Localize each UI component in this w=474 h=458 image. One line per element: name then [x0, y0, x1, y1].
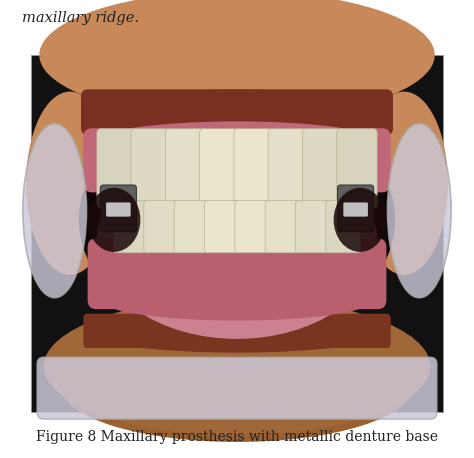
FancyBboxPatch shape	[235, 201, 270, 253]
Ellipse shape	[360, 92, 448, 275]
Ellipse shape	[88, 89, 386, 135]
FancyBboxPatch shape	[295, 201, 330, 253]
FancyBboxPatch shape	[97, 129, 137, 208]
FancyBboxPatch shape	[83, 128, 391, 192]
Ellipse shape	[88, 311, 386, 353]
FancyBboxPatch shape	[106, 202, 131, 217]
FancyBboxPatch shape	[83, 314, 391, 348]
FancyBboxPatch shape	[88, 238, 386, 309]
Ellipse shape	[88, 188, 140, 252]
Ellipse shape	[23, 124, 87, 298]
FancyBboxPatch shape	[81, 89, 393, 135]
FancyBboxPatch shape	[100, 185, 137, 232]
FancyBboxPatch shape	[174, 201, 209, 253]
Ellipse shape	[79, 101, 395, 339]
FancyBboxPatch shape	[114, 201, 148, 253]
FancyBboxPatch shape	[144, 201, 179, 253]
Ellipse shape	[96, 147, 378, 339]
FancyBboxPatch shape	[37, 357, 437, 419]
Ellipse shape	[94, 121, 380, 163]
Text: Figure 8 Maxillary prosthesis with metallic denture base: Figure 8 Maxillary prosthesis with metal…	[36, 430, 438, 444]
FancyBboxPatch shape	[268, 129, 309, 208]
FancyBboxPatch shape	[302, 129, 343, 208]
Ellipse shape	[44, 298, 430, 435]
Ellipse shape	[39, 0, 435, 119]
Ellipse shape	[101, 279, 373, 321]
FancyBboxPatch shape	[204, 201, 239, 253]
FancyBboxPatch shape	[200, 129, 240, 208]
Ellipse shape	[26, 92, 114, 275]
FancyBboxPatch shape	[265, 201, 300, 253]
Text: maxillary ridge.: maxillary ridge.	[22, 11, 139, 26]
FancyBboxPatch shape	[326, 201, 360, 253]
FancyBboxPatch shape	[131, 129, 172, 208]
Ellipse shape	[387, 124, 451, 298]
Bar	[30, 55, 444, 412]
FancyBboxPatch shape	[234, 129, 274, 208]
Ellipse shape	[61, 332, 413, 442]
FancyBboxPatch shape	[337, 129, 377, 208]
FancyBboxPatch shape	[165, 129, 206, 208]
Ellipse shape	[334, 188, 386, 252]
FancyBboxPatch shape	[337, 185, 374, 232]
FancyBboxPatch shape	[343, 202, 368, 217]
